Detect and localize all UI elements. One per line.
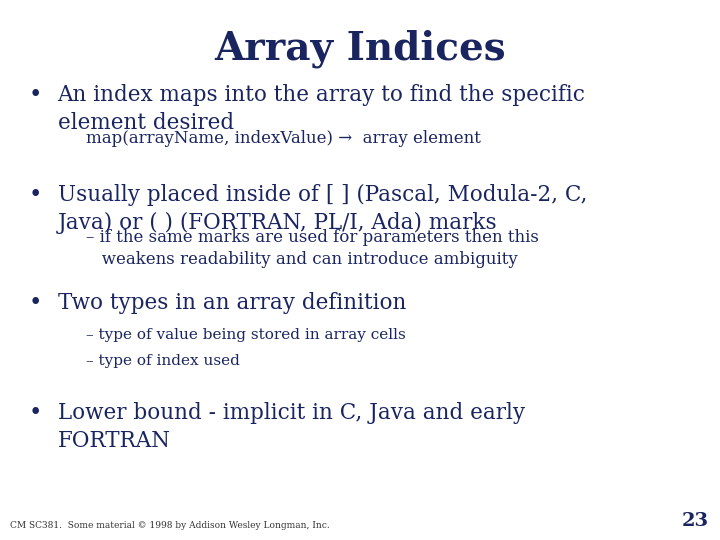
Text: •: • [29,292,42,314]
Text: •: • [29,184,42,206]
Text: •: • [29,84,42,106]
Text: •: • [29,402,42,424]
Text: Array Indices: Array Indices [214,30,506,68]
Text: An index maps into the array to find the specific
element desired: An index maps into the array to find the… [58,84,585,133]
Text: Two types in an array definition: Two types in an array definition [58,292,406,314]
Text: Lower bound - implicit in C, Java and early
FORTRAN: Lower bound - implicit in C, Java and ea… [58,402,525,453]
Text: Usually placed inside of [ ] (Pascal, Modula-2, C,
Java) or ( ) (FORTRAN, PL/I, : Usually placed inside of [ ] (Pascal, Mo… [58,184,587,234]
Text: map(arrayName, indexValue) →  array element: map(arrayName, indexValue) → array eleme… [86,130,481,146]
Text: – type of index used: – type of index used [86,354,240,368]
Text: CM SC381.  Some material © 1998 by Addison Wesley Longman, Inc.: CM SC381. Some material © 1998 by Addiso… [10,521,330,530]
Text: – type of value being stored in array cells: – type of value being stored in array ce… [86,328,406,342]
Text: – if the same marks are used for parameters then this
   weakens readability and: – if the same marks are used for paramet… [86,230,539,268]
Text: 23: 23 [682,512,709,530]
